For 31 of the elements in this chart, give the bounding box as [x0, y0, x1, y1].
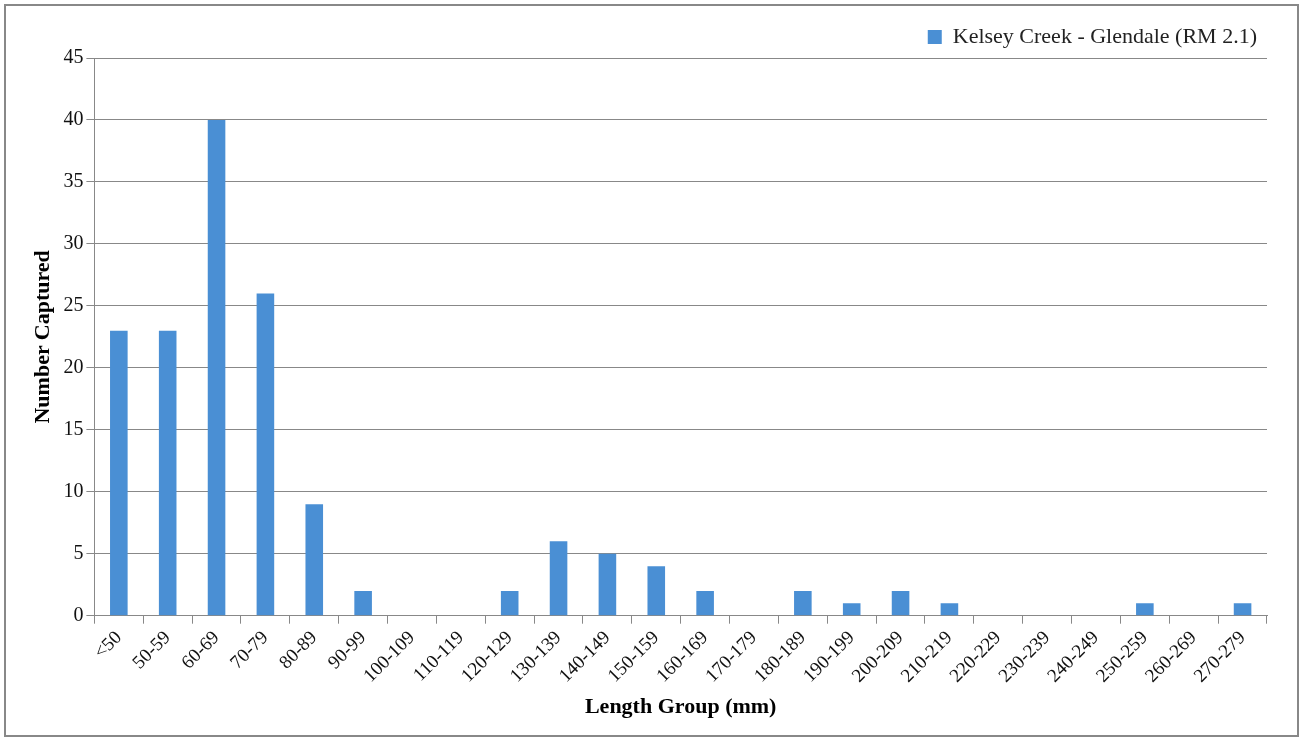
- y-tick-label: 0: [73, 602, 84, 625]
- y-tick-label: 45: [63, 45, 84, 68]
- y-tick-label: 30: [63, 231, 84, 254]
- bar: [598, 553, 617, 616]
- x-tick-label: <50: [89, 626, 126, 663]
- bar: [842, 603, 861, 616]
- bar: [1233, 603, 1252, 616]
- bar: [354, 590, 372, 616]
- bar: [696, 590, 714, 616]
- y-axis-title: Number Captured: [28, 250, 54, 424]
- bar: [647, 566, 666, 616]
- bar: [305, 504, 324, 616]
- y-tick-label: 15: [63, 417, 84, 440]
- bar: [549, 541, 568, 616]
- bar: [500, 590, 519, 616]
- bar: [256, 293, 275, 616]
- bar: [794, 590, 812, 616]
- bar: [1136, 603, 1154, 616]
- bar: [207, 119, 226, 616]
- y-tick-label: 20: [63, 355, 84, 378]
- y-tick-label: 35: [63, 169, 84, 192]
- x-axis-title: Length Group (mm): [584, 693, 777, 719]
- y-tick-label: 40: [63, 107, 84, 130]
- bar: [158, 330, 177, 616]
- y-tick-label: 5: [73, 540, 84, 563]
- legend-label: Kelsey Creek - Glendale (RM 2.1): [952, 22, 1258, 48]
- y-tick-label: 10: [63, 479, 84, 502]
- y-tick-label: 25: [63, 293, 84, 316]
- bar: [110, 330, 128, 616]
- bar: [940, 603, 959, 616]
- bar: [891, 590, 910, 616]
